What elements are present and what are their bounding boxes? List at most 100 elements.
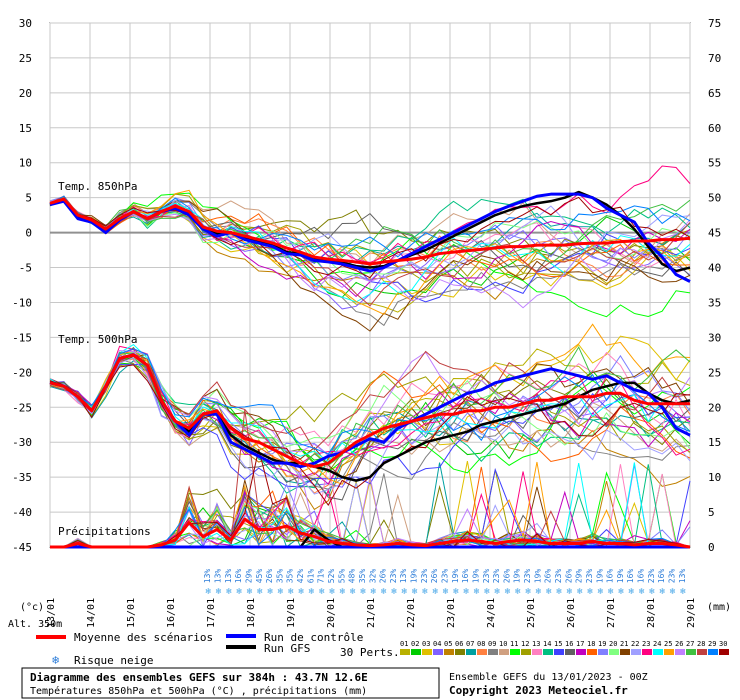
member-swatch <box>510 649 520 655</box>
snow-risk-value: 13% <box>203 569 212 584</box>
member-label: 09 <box>488 640 496 648</box>
member-swatch <box>488 649 498 655</box>
member-label: 19 <box>598 640 606 648</box>
member-label: 23 <box>642 640 650 648</box>
snowflake-icon: ❄ <box>546 587 552 597</box>
member-swatch <box>697 649 707 655</box>
snowflake-icon: ❄ <box>391 587 397 597</box>
member-swatch <box>444 649 454 655</box>
snowflake-icon: ❄ <box>618 587 624 597</box>
snowflake-icon: ❄ <box>432 587 438 597</box>
snow-risk-value: 19% <box>471 569 480 584</box>
snow-risk-value: 42% <box>296 569 305 584</box>
snow-risk-value: 35% <box>275 569 284 584</box>
snow-risk-value: 26% <box>379 569 388 584</box>
snow-risk-value: 13% <box>224 569 233 584</box>
snow-risk-value: 26% <box>430 569 439 584</box>
snow-risk-value: 16% <box>626 569 635 584</box>
member-swatch <box>477 649 487 655</box>
member-label: 04 <box>433 640 441 648</box>
member-line-850 <box>49 199 691 309</box>
snowflake-icon: ❄ <box>205 587 211 597</box>
left-tick-label: -20 <box>12 366 32 379</box>
snowflake-icon: ❄ <box>371 587 377 597</box>
member-swatch <box>543 649 553 655</box>
snow-risk-value: 48% <box>348 569 357 584</box>
snowflake-icon: ❄ <box>319 587 325 597</box>
snowflake-icon: ❄ <box>329 587 335 597</box>
snow-risk-value: 23% <box>554 569 563 584</box>
snowflake-icon: ❄ <box>567 587 573 597</box>
snow-risk-value: 26% <box>564 569 573 584</box>
footer-copyright: Copyright 2023 Meteociel.fr <box>449 684 628 697</box>
member-swatch <box>576 649 586 655</box>
x-date-label: 14/01 <box>86 598 97 628</box>
x-axis: 13/01 14/01 15/01 16/01 17/01 18/01 19/01 20/01… <box>46 598 697 628</box>
footer-title: Diagramme des ensembles GEFS sur 384h : … <box>30 671 368 684</box>
member-swatch <box>466 649 476 655</box>
snowflake-icon: ❄ <box>598 587 604 597</box>
snowflake-icon: ❄ <box>680 587 686 597</box>
left-tick-label: -25 <box>12 401 32 414</box>
snow-risk-value: 23% <box>389 569 398 584</box>
snowflake-icon: ❄ <box>639 587 645 597</box>
snow-risk-value: 26% <box>265 569 274 584</box>
snowflake-icon: ❄ <box>649 587 655 597</box>
member-label: 22 <box>631 640 639 648</box>
snow-risk-value: 23% <box>441 569 450 584</box>
snow-risk-value: 16% <box>461 569 470 584</box>
right-tick-label-temp: 50 <box>708 192 721 205</box>
right-tick-label-temp: 65 <box>708 87 721 100</box>
left-tick-label: 0 <box>25 227 32 240</box>
member-line-500 <box>49 346 691 468</box>
legend-gfs-label: Run GFS <box>264 642 310 655</box>
snowflake-icon: ❄ <box>463 587 469 597</box>
member-line-850 <box>49 198 691 265</box>
snowflake-icon: ❄ <box>402 587 408 597</box>
member-swatch <box>587 649 597 655</box>
member-label: 18 <box>587 640 595 648</box>
snowflake-icon: ❄ <box>659 587 665 597</box>
series-precip-line <box>50 517 691 549</box>
snow-risk-value: 19% <box>533 569 542 584</box>
x-date-label: 15/01 <box>126 598 137 628</box>
legend-control-label: Run de contrôle <box>264 631 363 644</box>
snow-risk-value: 71% <box>317 569 326 584</box>
member-line-850 <box>49 165 691 264</box>
x-date-label: 22/01 <box>406 598 417 628</box>
snowflake-icon: ❄ <box>52 653 59 667</box>
series-500-line <box>49 353 690 469</box>
member-swatch <box>686 649 696 655</box>
snow-risk-value: 23% <box>647 569 656 584</box>
x-date-label: 16/01 <box>166 598 177 628</box>
member-swatch <box>455 649 465 655</box>
x-date-label: 20/01 <box>326 598 337 628</box>
x-date-label: 19/01 <box>286 598 297 628</box>
member-swatch <box>411 649 421 655</box>
member-line-500 <box>49 348 691 455</box>
lower-panel-title: Précipitations <box>58 525 151 538</box>
member-label: 14 <box>543 640 551 648</box>
snowflake-icon: ❄ <box>484 587 490 597</box>
snowflake-icon: ❄ <box>525 587 531 597</box>
member-label: 21 <box>620 640 628 648</box>
right-tick-label-precip: 25 <box>708 366 721 379</box>
member-label: 10 <box>499 640 507 648</box>
snowflake-icon: ❄ <box>505 587 511 597</box>
right-tick-label-temp: 55 <box>708 157 721 170</box>
snow-risk-value: 52% <box>327 569 336 584</box>
snow-risk-value: 19% <box>513 569 522 584</box>
member-label: 12 <box>521 640 529 648</box>
left-tick-label: 20 <box>19 87 32 100</box>
member-swatch <box>422 649 432 655</box>
snow-risk-value: 13% <box>213 569 222 584</box>
member-label: 30 <box>719 640 727 648</box>
x-date-label: 27/01 <box>606 598 617 628</box>
snow-risk-value: 55% <box>337 569 346 584</box>
right-tick-label-precip: 10 <box>708 471 721 484</box>
snow-risk-row: 13%❄13%❄13%❄16%❄29%❄45%❄26%❄35%❄35%❄42%❄… <box>203 569 687 597</box>
member-swatch <box>708 649 718 655</box>
x-date-label: 24/01 <box>486 598 497 628</box>
right-tick-label-temp: 35 <box>708 296 721 309</box>
member-line-850 <box>49 196 691 279</box>
